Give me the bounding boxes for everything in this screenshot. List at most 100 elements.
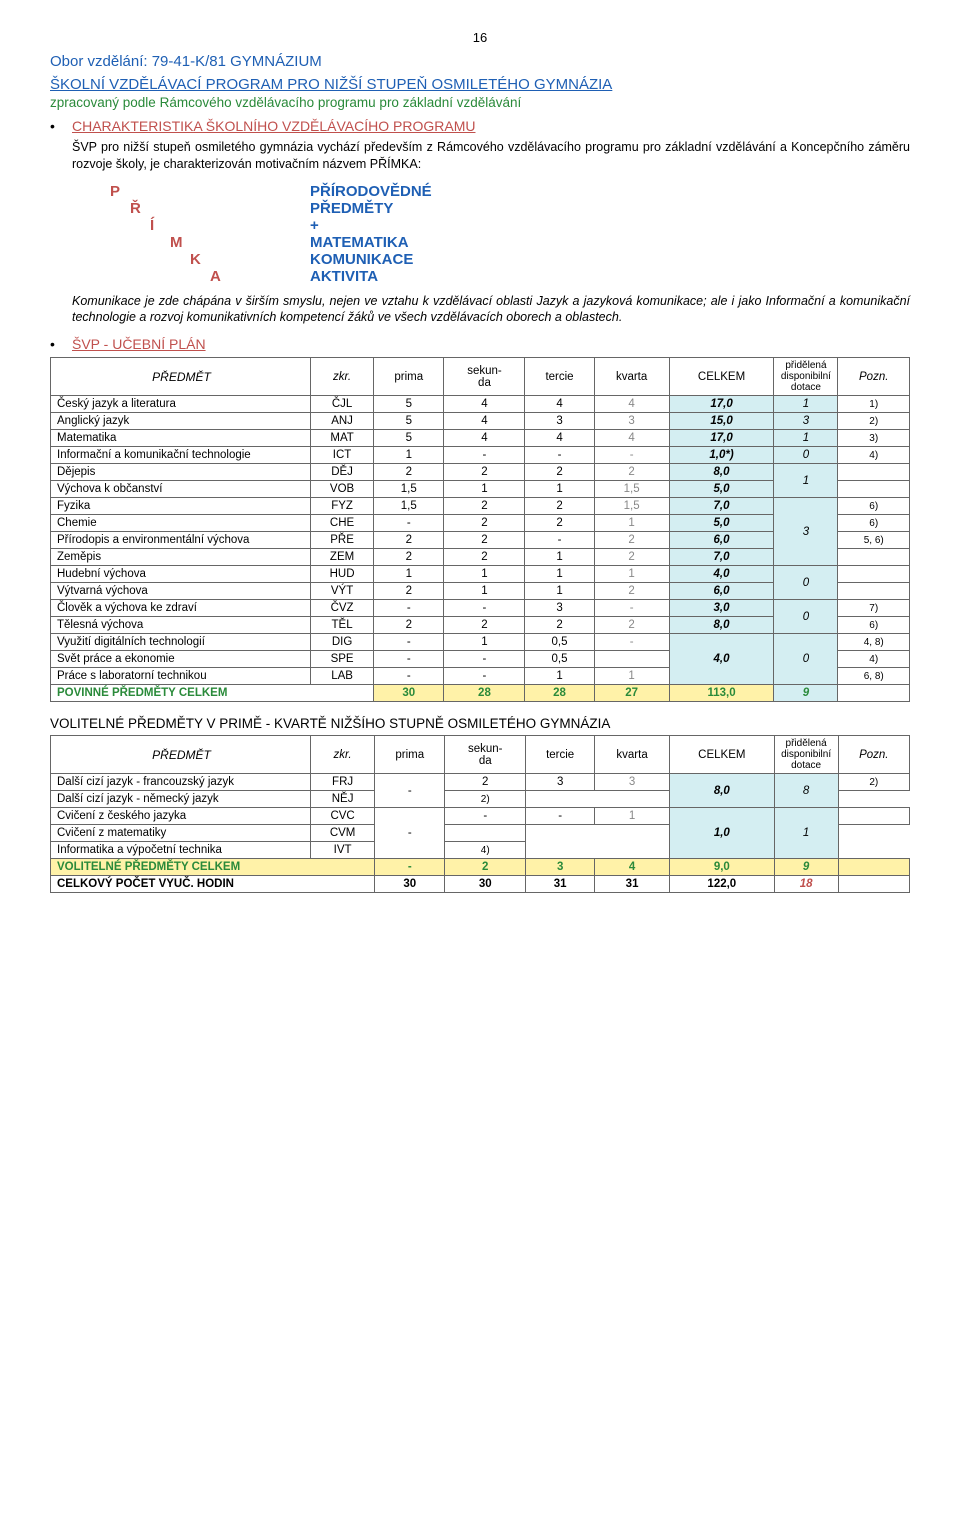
cell: 2 [444,549,525,566]
cell [838,876,909,893]
col-header: přidělenádisponibilnídotace [774,358,838,396]
cell: FYZ [311,498,374,515]
cell: MAT [311,430,374,447]
acro-word: AKTIVITA [310,268,378,285]
cell: 2 [594,617,669,634]
cell: CELKOVÝ POČET VYUČ. HODIN [51,876,375,893]
cell: 1 [594,668,669,685]
cell: 6,0 [669,583,774,600]
cell: - [374,651,444,668]
cell: 8,0 [669,617,774,634]
bullet-icon: • [50,336,72,353]
cell: 18 [774,876,838,893]
cell: 3 [525,413,594,430]
cell: 1 [374,447,444,464]
cell: IVT [311,842,375,859]
cell: - [445,808,526,825]
cell: 0 [774,634,838,685]
cell: 4) [838,651,910,668]
cell: HUD [311,566,374,583]
cell: 15,0 [669,413,774,430]
col-header: kvarta [594,358,669,396]
cell: 3 [595,774,670,791]
cell: 7) [838,600,910,617]
col-header: zkr. [311,358,374,396]
col-header: tercie [525,358,594,396]
acro-letter: Í [110,217,310,234]
cell: NĚJ [311,791,375,808]
cell: POVINNÉ PŘEDMĚTY CELKEM [51,685,374,702]
cell: 30 [445,876,526,893]
cell: 6,0 [669,532,774,549]
cell: 31 [526,876,595,893]
cell: 9 [774,685,838,702]
col-header: Pozn. [838,736,909,774]
table-row: FyzikaFYZ1,5221,57,036) [51,498,910,515]
cell: 7,0 [669,498,774,515]
cell: - [594,447,669,464]
cell: Český jazyk a literatura [51,396,311,413]
cell: 2 [374,549,444,566]
cell: 4 [594,430,669,447]
bullet-icon: • [50,118,72,135]
cell: Výtvarná výchova [51,583,311,600]
cell: 2 [444,515,525,532]
cell: Anglický jazyk [51,413,311,430]
acro-word: KOMUNIKACE [310,251,413,268]
heading-characteristics: CHARAKTERISTIKA ŠKOLNÍHO VZDĚLÁVACÍHO PR… [72,118,475,134]
cell: 4 [525,430,594,447]
cell [838,481,910,498]
cell: - [444,447,525,464]
cell: Fyzika [51,498,311,515]
cell: Svět práce a ekonomie [51,651,311,668]
cell: 1,0*) [669,447,774,464]
cell: 1 [774,396,838,413]
cell: 2 [374,464,444,481]
cell: 1) [838,396,910,413]
cell: FRJ [311,774,375,791]
cell: 4 [595,859,670,876]
cell: Přírodopis a environmentální výchova [51,532,311,549]
acro-letter: K [110,251,310,268]
cell: - [526,808,595,825]
cell: Matematika [51,430,311,447]
cell: 4 [444,396,525,413]
cell: CHE [311,515,374,532]
cell: 3 [594,413,669,430]
cell: 8,0 [669,464,774,481]
acro-letter: A [110,268,310,285]
cell: Další cizí jazyk - německý jazyk [51,791,311,808]
col-header: prima [374,358,444,396]
cell: ČVZ [311,600,374,617]
col-header: CELKEM [669,358,774,396]
cell: 1,5 [374,498,444,515]
cell: - [525,447,594,464]
cell: 6) [838,515,910,532]
col-header: prima [375,736,445,774]
cell: 2 [594,464,669,481]
cell: VOLITELNÉ PŘEDMĚTY CELKEM [51,859,375,876]
col-header: kvarta [595,736,670,774]
acro-letter: M [110,234,310,251]
acro-letter: P [110,183,310,200]
cell: 1 [525,583,594,600]
cell: 5,0 [669,481,774,498]
table-row: Cvičení z českého jazykaCVC---11,01 [51,808,910,825]
cell: CVC [311,808,375,825]
page-number: 16 [50,30,910,45]
cell: 17,0 [669,396,774,413]
cell: 9,0 [670,859,775,876]
cell: 6, 8) [838,668,910,685]
cell: 113,0 [669,685,774,702]
cell: 2 [594,583,669,600]
cell: - [375,808,445,859]
cell [838,549,910,566]
cell [838,859,909,876]
cell: 3 [525,600,594,617]
cell: 4,0 [669,566,774,583]
cell: 1,5 [594,498,669,515]
cell: 2 [525,498,594,515]
table-row: Český jazyk a literaturaČJL544417,011) [51,396,910,413]
cell: 1 [444,566,525,583]
cell: 1 [594,566,669,583]
